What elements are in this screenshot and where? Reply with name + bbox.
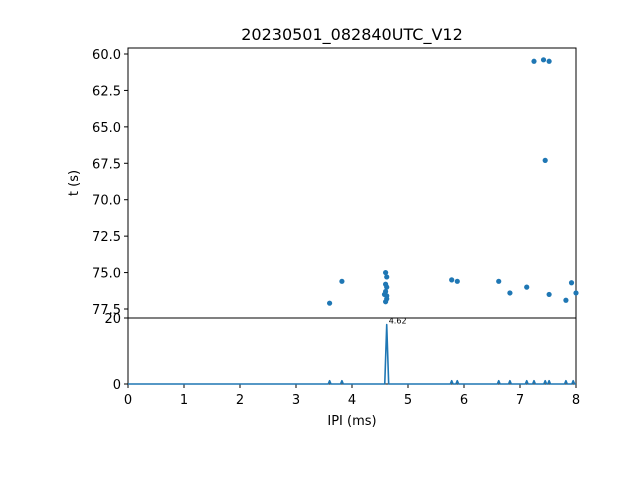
chart-title: 20230501_082840UTC_V12 (241, 25, 463, 45)
bottom-x-tick-label: 5 (404, 393, 412, 408)
scatter-point (339, 278, 345, 284)
scatter-point (454, 278, 460, 284)
top-y-tick-label: 77.5 (92, 303, 121, 318)
scatter-point (542, 157, 548, 163)
scatter-point (546, 58, 552, 64)
scatter-point (531, 58, 537, 64)
top-y-tick-label: 75.0 (92, 267, 121, 282)
bottom-y-tick-label: 20 (104, 312, 121, 327)
scatter-point (524, 284, 530, 290)
scatter-point (546, 291, 552, 298)
top-y-tick-label: 67.5 (92, 157, 121, 172)
bottom-x-tick-label: 2 (236, 393, 244, 408)
scatter-point (381, 291, 388, 298)
scatter-point (384, 284, 390, 290)
bottom-x-tick-label: 8 (572, 393, 580, 408)
scatter-point (573, 290, 579, 296)
top-y-tick-label: 70.0 (92, 194, 121, 209)
top-y-tick-label: 62.5 (92, 84, 121, 99)
bottom-x-axis-label: IPI (ms) (327, 414, 376, 429)
bottom-x-tick-label: 4 (348, 393, 356, 408)
bottom-x-tick-label: 3 (292, 393, 300, 408)
scatter-point (507, 290, 513, 296)
top-data-points (327, 57, 579, 306)
scatter-point (327, 300, 333, 306)
bottom-x-ticks: 0 1 2 3 4 5 6 7 8 (124, 384, 580, 408)
scatter-point (563, 297, 569, 303)
scatter-point (540, 57, 547, 63)
bottom-x-tick-label: 0 (124, 393, 132, 408)
top-y-ticks: 60.0 62.5 65.0 67.5 70.0 72.5 75.0 77.5 (92, 48, 128, 318)
peak-annotation: 4.62 (389, 317, 407, 326)
top-panel: 60.0 62.5 65.0 67.5 70.0 72.5 75.0 77.5 t (s) (67, 47, 579, 319)
scatter-point (449, 277, 455, 283)
scatter-point (383, 269, 389, 276)
bottom-x-tick-label: 1 (180, 393, 188, 408)
bottom-y-ticks: 0 20 (104, 312, 128, 393)
bottom-panel: 0 20 0 1 2 3 4 5 6 7 8 4.62 IPI (ms) (104, 312, 580, 429)
top-y-tick-label: 65.0 (92, 121, 121, 136)
bottom-y-tick-label: 0 (113, 378, 121, 393)
top-y-axis-label: t (s) (67, 170, 82, 196)
scatter-point (496, 278, 502, 284)
bottom-x-tick-label: 7 (516, 393, 524, 408)
top-y-tick-label: 72.5 (92, 230, 121, 245)
top-y-tick-label: 60.0 (92, 48, 121, 63)
scatter-point (568, 280, 575, 286)
bottom-x-tick-label: 6 (460, 393, 468, 408)
ipi-histogram-line (128, 323, 576, 385)
scatter-point (383, 299, 389, 305)
scatter-point (384, 274, 390, 280)
